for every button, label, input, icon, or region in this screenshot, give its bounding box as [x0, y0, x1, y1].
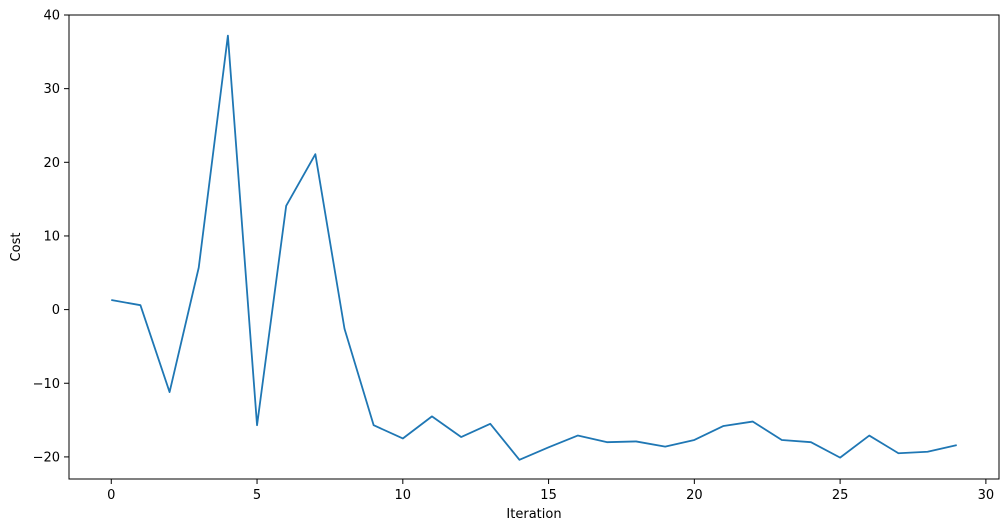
y-axis-label: Cost: [9, 233, 24, 262]
y-tick-label: 30: [43, 82, 60, 97]
y-tick-label: 10: [43, 229, 60, 244]
plot-area: [69, 15, 999, 479]
series-layer: [111, 34, 957, 461]
x-tick-label: 25: [832, 488, 849, 503]
x-tick-label: 10: [395, 488, 412, 503]
y-tick-label: 40: [43, 9, 60, 24]
x-tick-label: 0: [107, 488, 115, 503]
series-line-0: [111, 34, 957, 461]
y-tick-label: 20: [43, 156, 60, 171]
x-tick-label: 5: [253, 488, 261, 503]
y-axis: −20 −10 0 10 20 30 40: [33, 9, 69, 465]
x-tick-label: 20: [686, 488, 703, 503]
y-tick-label: −20: [33, 450, 60, 465]
x-tick-label: 30: [978, 488, 995, 503]
x-axis-label: Iteration: [506, 507, 561, 522]
x-tick-label: 15: [540, 488, 557, 503]
y-tick-label: −10: [33, 377, 60, 392]
x-axis: 0 5 10 15 20 25 30: [107, 479, 994, 503]
plot-frame: [68, 14, 1000, 480]
y-tick-label: 0: [52, 303, 60, 318]
